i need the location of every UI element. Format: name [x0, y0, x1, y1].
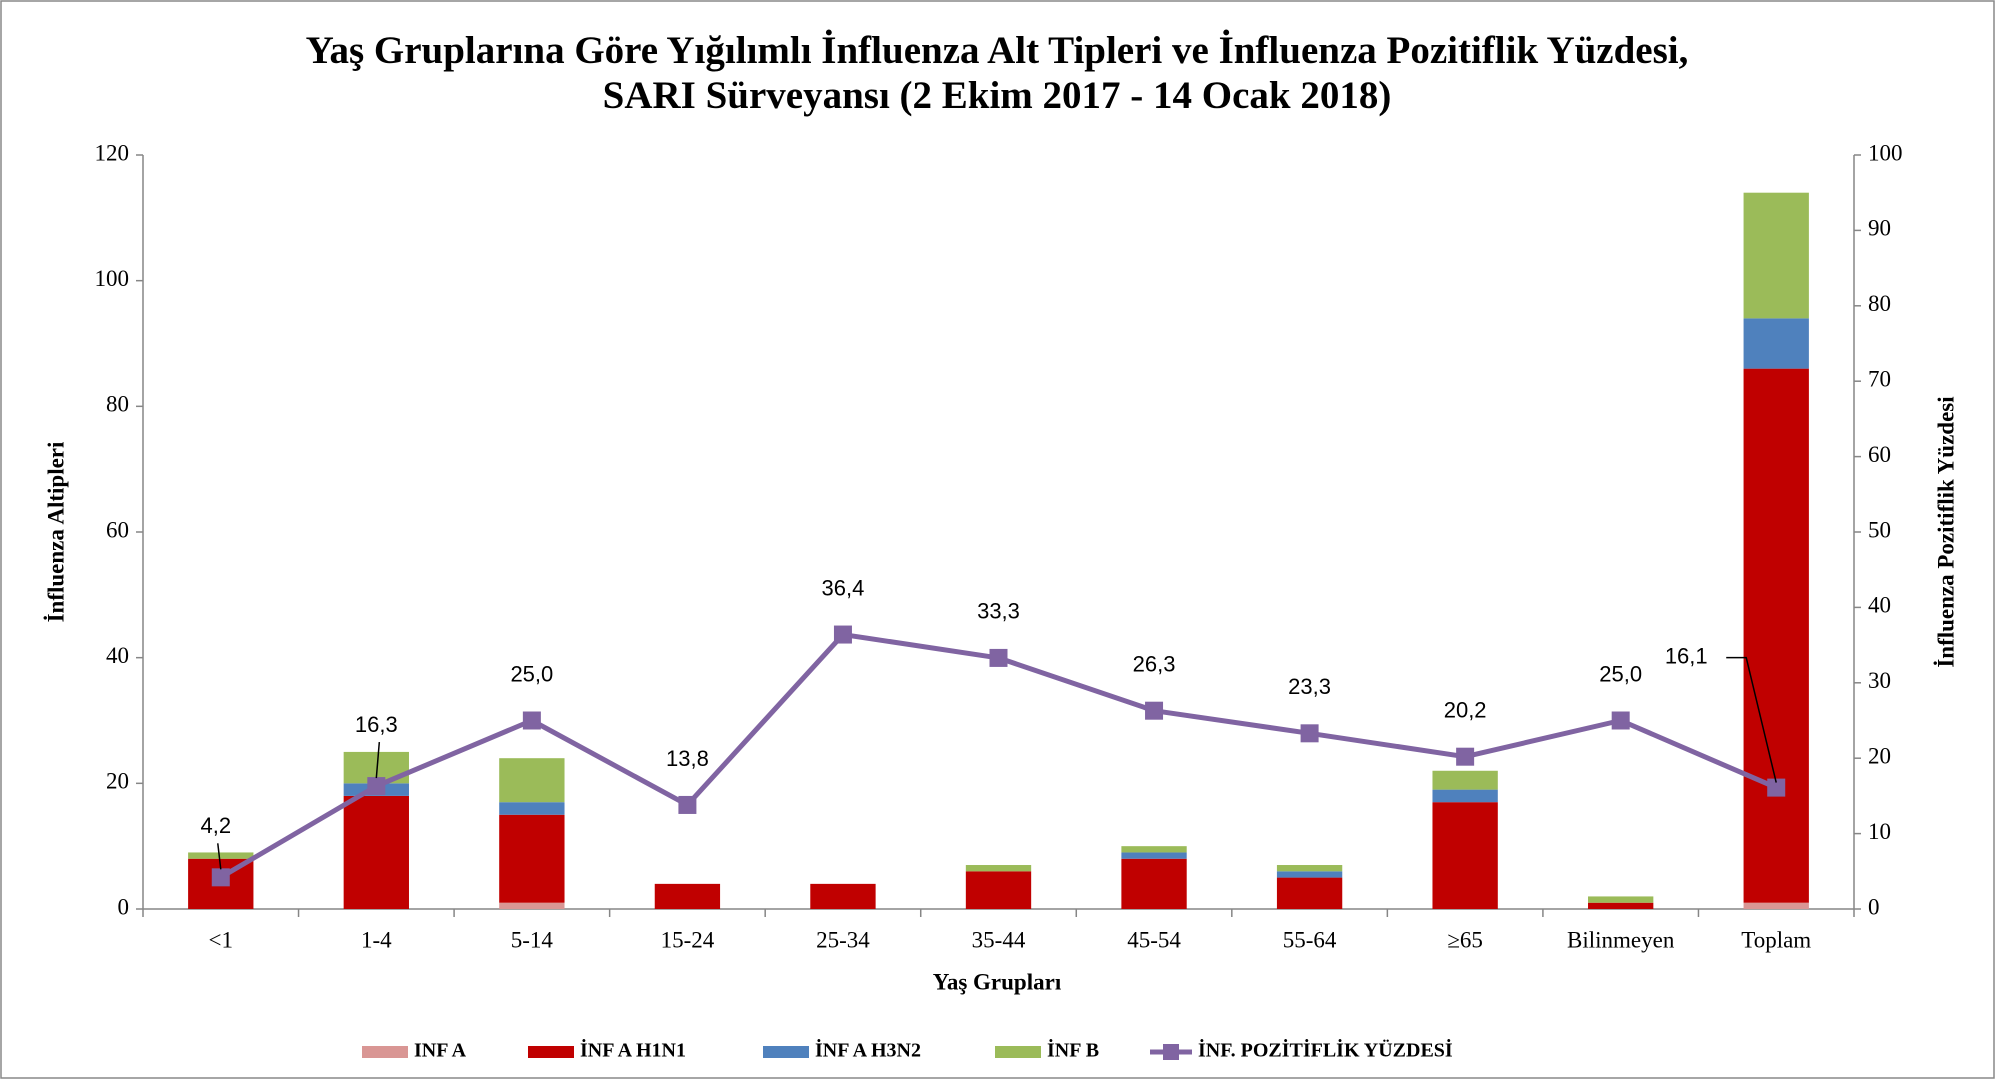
legend-label: İNF A H1N1	[580, 1038, 686, 1062]
x-tick-label: 55-64	[1283, 927, 1337, 952]
chart-subtitle: SARI Sürveyansı (2 Ekim 2017 - 14 Ocak 2…	[603, 74, 1392, 117]
y2-tick-label: 50	[1868, 517, 1891, 542]
y-tick-label: 120	[95, 140, 130, 165]
y2-tick-label: 100	[1868, 140, 1903, 165]
line-marker	[1456, 747, 1475, 766]
bar-segment	[1588, 902, 1654, 909]
y2-tick-label: 10	[1868, 819, 1891, 844]
line-marker	[1300, 724, 1319, 743]
data-label: 16,1	[1665, 643, 1708, 668]
legend-label: İNF B	[1047, 1038, 1099, 1062]
bar-segment	[188, 852, 254, 859]
y-tick-label: 60	[106, 517, 129, 542]
bar-segment	[343, 795, 409, 909]
legend-swatch	[995, 1046, 1041, 1058]
leader-line	[1726, 656, 1777, 783]
bar-segment	[654, 883, 721, 909]
y2-tick-label: 80	[1868, 291, 1891, 316]
y-tick-label: 80	[106, 392, 129, 417]
bar-segment	[1432, 789, 1498, 803]
data-label: 36,4	[822, 575, 865, 600]
y-tick-label: 40	[106, 643, 129, 668]
bar-segment	[1121, 846, 1187, 853]
line-marker	[522, 711, 541, 730]
y2-tick-label: 0	[1868, 894, 1880, 919]
bar-segment	[1743, 192, 1809, 319]
bar-segment	[499, 814, 565, 903]
x-tick-label: Bilinmeyen	[1567, 927, 1675, 952]
x-tick-label: ≥65	[1447, 927, 1483, 952]
bar-segment	[1743, 318, 1809, 369]
legend-swatch	[763, 1046, 809, 1058]
y2-tick-label: 60	[1868, 442, 1891, 467]
x-tick-label: Toplam	[1741, 927, 1811, 952]
data-label: 4,2	[200, 813, 231, 838]
bar-segment	[1743, 902, 1809, 909]
bar-segment	[1588, 896, 1654, 903]
bar-segment	[499, 802, 565, 815]
x-tick-label: 1-4	[361, 927, 392, 952]
y2-tick-label: 30	[1868, 668, 1891, 693]
bar-segment	[1121, 852, 1187, 859]
data-label: 33,3	[977, 599, 1020, 624]
bar-segment	[1276, 871, 1343, 878]
y-axis-label: İnfluenza Altipleri	[43, 441, 68, 622]
bar-segment	[965, 865, 1032, 872]
y2-tick-label: 20	[1868, 743, 1891, 768]
x-tick-label: 15-24	[661, 927, 715, 952]
legend-swatch	[528, 1046, 574, 1058]
line-marker	[367, 777, 386, 796]
bar-segment	[1276, 877, 1343, 909]
leader-line	[217, 843, 222, 870]
x-tick-label: 5-14	[511, 927, 554, 952]
bar-segment	[965, 871, 1032, 909]
bar-segment	[499, 758, 565, 803]
data-label: 25,0	[510, 661, 553, 686]
x-tick-label: 45-54	[1127, 927, 1181, 952]
y2-tick-label: 90	[1868, 216, 1891, 241]
bar-segment	[1276, 865, 1343, 872]
data-label: 20,2	[1444, 698, 1487, 723]
leader-line	[375, 742, 381, 779]
bar-segment	[1432, 802, 1498, 909]
data-label: 23,3	[1288, 674, 1331, 699]
y2-axis-label: İnfluenza Pozitiflik Yüzdesi	[1933, 396, 1958, 668]
legend-label: İNF. POZİTİFLİK YÜZDESİ	[1198, 1038, 1453, 1062]
bar-segment	[1432, 770, 1498, 790]
line-marker	[989, 648, 1008, 667]
data-label: 16,3	[355, 712, 398, 737]
legend-label: İNF A H3N2	[815, 1038, 921, 1062]
chart-title: Yaş Gruplarına Göre Yığılımlı İnfluenza …	[306, 28, 1689, 72]
legend-swatch	[362, 1046, 408, 1058]
bar-segment	[1743, 368, 1809, 903]
data-label: 25,0	[1599, 661, 1642, 686]
x-axis-label: Yaş Grupları	[933, 969, 1062, 994]
data-label: 13,8	[666, 746, 709, 771]
y2-tick-label: 70	[1868, 366, 1891, 391]
y2-tick-label: 40	[1868, 593, 1891, 618]
line-marker	[1767, 778, 1786, 797]
line-marker	[211, 868, 230, 887]
line-marker	[1611, 711, 1630, 730]
y-tick-label: 0	[118, 894, 130, 919]
line-marker	[678, 795, 697, 814]
x-tick-label: <1	[209, 927, 233, 952]
bar-segment	[810, 883, 876, 909]
bar-segment	[1121, 858, 1187, 909]
bar-segment	[499, 902, 565, 909]
legend-label: INF A	[414, 1040, 467, 1062]
x-tick-label: 25-34	[816, 927, 870, 952]
line-marker	[1145, 701, 1164, 720]
line-marker	[833, 625, 852, 644]
x-tick-label: 35-44	[972, 927, 1026, 952]
y-tick-label: 20	[106, 769, 129, 794]
legend-marker	[1163, 1044, 1179, 1060]
y-tick-label: 100	[95, 266, 130, 291]
data-label: 26,3	[1133, 652, 1176, 677]
